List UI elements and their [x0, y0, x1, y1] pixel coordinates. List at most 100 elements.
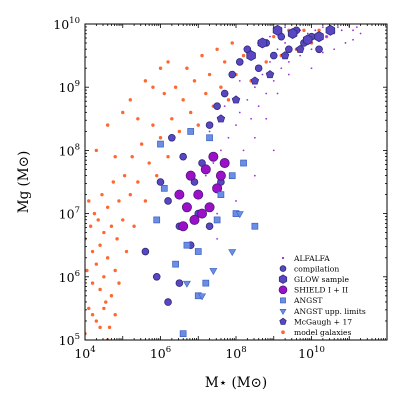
data-point — [213, 102, 221, 110]
data-point — [102, 230, 106, 235]
data-point — [94, 319, 99, 323]
series-1 — [197, 24, 362, 240]
data-point — [164, 197, 172, 205]
data-point — [152, 272, 161, 281]
data-point — [253, 86, 256, 89]
data-point — [219, 85, 223, 89]
data-point — [196, 123, 200, 127]
data-point — [208, 130, 211, 133]
data-point — [128, 192, 132, 197]
data-point — [204, 174, 207, 177]
data-point — [222, 60, 227, 64]
data-point — [166, 60, 170, 64]
data-point — [264, 60, 268, 64]
data-point — [200, 164, 211, 175]
data-point — [355, 26, 358, 29]
data-point — [213, 216, 221, 224]
data-point — [104, 300, 108, 304]
data-point — [207, 72, 212, 77]
data-point — [151, 85, 155, 89]
data-point — [272, 34, 276, 39]
legend-label: SHIELD I + II — [294, 286, 348, 295]
data-point — [204, 202, 215, 213]
data-point — [246, 98, 249, 101]
data-point — [153, 216, 161, 224]
data-point — [193, 189, 204, 200]
data-point — [105, 256, 110, 260]
y-tick-label: 105 — [59, 332, 80, 348]
y-tick-label: 107 — [59, 206, 80, 222]
data-point — [98, 243, 102, 247]
data-point — [107, 325, 112, 330]
data-point — [181, 98, 185, 102]
data-point — [113, 313, 117, 317]
data-point — [189, 110, 193, 115]
data-point — [284, 42, 286, 44]
data-point — [141, 247, 150, 256]
data-point — [253, 174, 256, 177]
data-point — [87, 306, 91, 311]
data-point — [88, 224, 93, 228]
legend-marker — [278, 285, 288, 295]
x-tick-label: 108 — [225, 345, 246, 361]
legend-entry: McGaugh + 17 — [279, 317, 352, 326]
data-point — [102, 306, 106, 311]
data-point — [254, 64, 263, 73]
legend-marker — [278, 274, 288, 284]
legend-marker — [279, 317, 287, 325]
data-point — [117, 281, 121, 285]
legend-marker — [280, 297, 286, 304]
data-point — [269, 61, 271, 63]
data-point — [215, 170, 226, 181]
data-point — [177, 129, 182, 134]
data-point — [295, 44, 305, 53]
plot-background — [85, 24, 387, 340]
data-point — [235, 200, 237, 202]
data-point — [100, 192, 104, 197]
data-point — [181, 202, 192, 213]
y-tick-label: 108 — [59, 142, 80, 158]
data-point — [102, 275, 106, 279]
data-point — [265, 117, 268, 120]
x-tick-label: 106 — [150, 345, 171, 361]
legend-entry: SHIELD I + II — [278, 285, 348, 295]
data-point — [204, 91, 208, 96]
data-point — [265, 92, 268, 95]
data-point — [276, 48, 279, 51]
data-point — [111, 180, 116, 184]
data-point — [325, 24, 336, 36]
data-point — [325, 35, 328, 38]
data-point — [257, 105, 260, 108]
data-point — [206, 134, 213, 142]
data-point — [276, 92, 279, 95]
data-point — [124, 249, 129, 254]
data-point — [228, 172, 236, 180]
data-point — [317, 28, 321, 33]
data-point — [223, 105, 226, 108]
data-point — [157, 140, 164, 148]
data-point — [90, 281, 95, 285]
data-point — [314, 31, 324, 43]
data-point — [192, 79, 197, 83]
data-point — [235, 211, 244, 219]
x-tick-label: 104 — [74, 345, 95, 361]
legend-label: compilation — [294, 264, 339, 273]
data-point — [173, 85, 178, 89]
data-point — [147, 161, 151, 165]
data-point — [143, 79, 148, 83]
legend-marker — [279, 265, 287, 272]
data-point — [121, 218, 125, 222]
data-point — [170, 117, 174, 121]
series-3 — [246, 24, 336, 62]
data-point — [241, 53, 246, 58]
data-point — [333, 48, 336, 51]
axis-ticks: 104 106 108 1010 105 106 107 108 109 1010 — [53, 16, 387, 361]
data-point — [352, 38, 354, 41]
data-point — [220, 149, 222, 152]
data-point — [94, 262, 99, 266]
data-point — [87, 199, 91, 203]
data-point — [132, 224, 136, 228]
series-4 — [174, 151, 230, 232]
legend-entry: ANGST — [280, 296, 322, 305]
data-point — [136, 117, 140, 121]
